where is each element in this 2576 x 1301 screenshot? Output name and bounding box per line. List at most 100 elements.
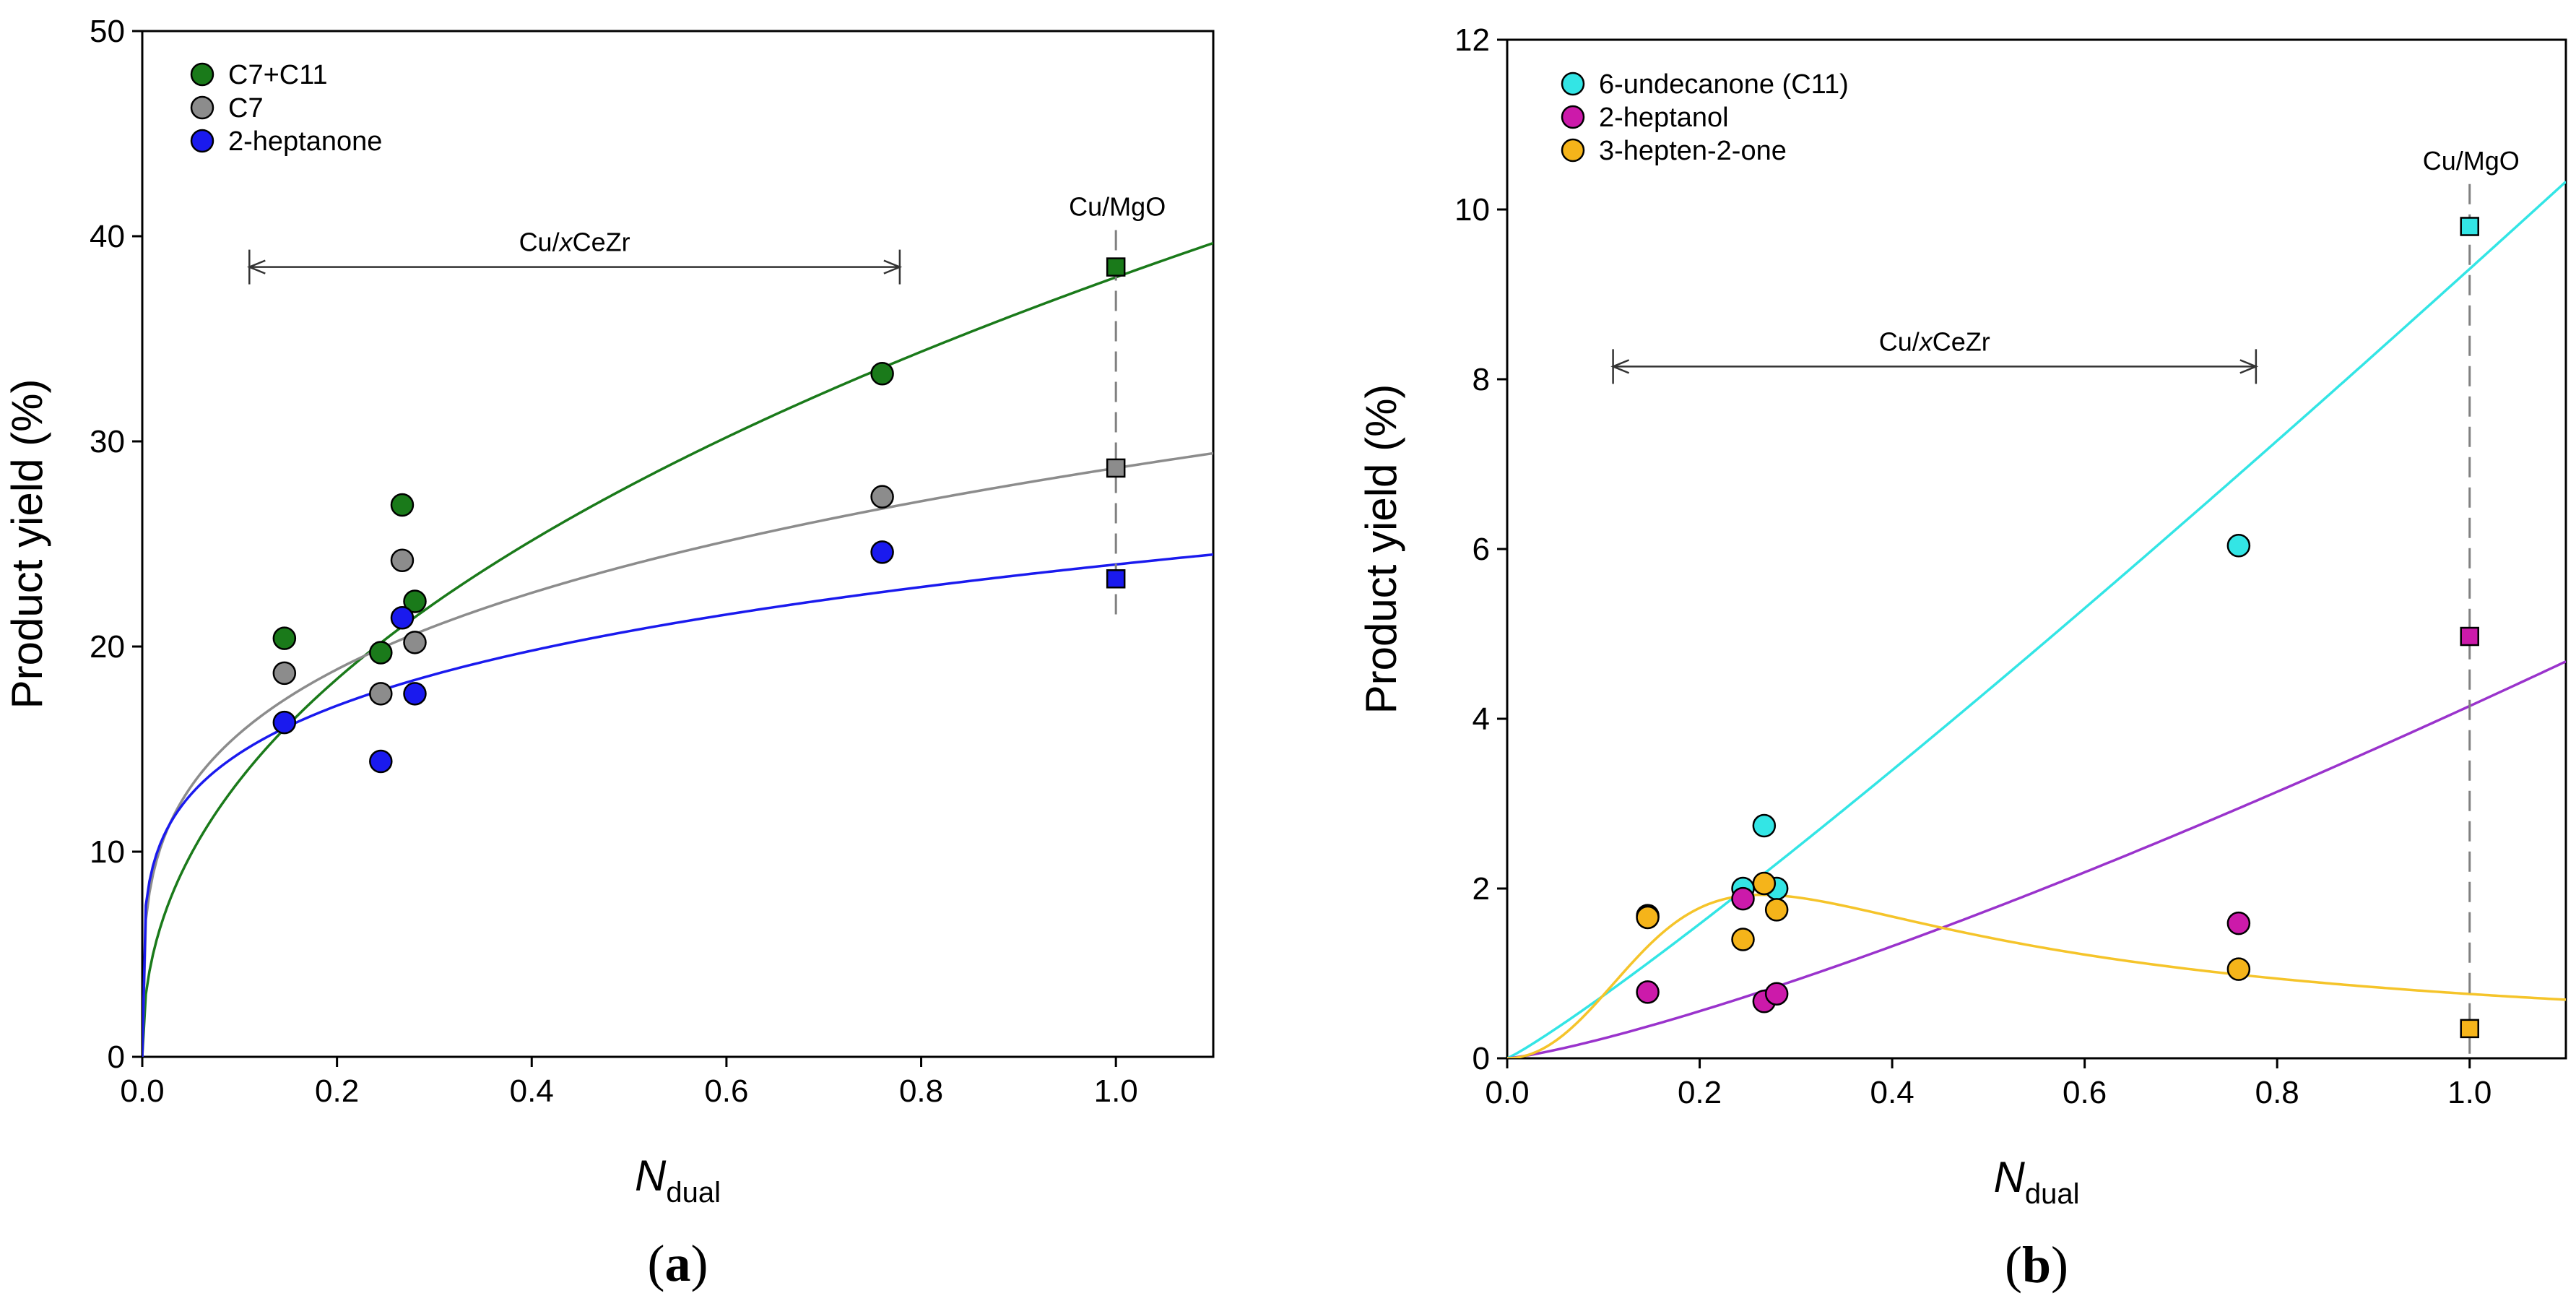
data-point-c7-c11 (272, 626, 297, 650)
panel-b-data-points (1636, 217, 2479, 1039)
chart-panel-b: 0.0 0.2 0.4 0.6 0.8 1.0 0 2 4 6 8 10 12 Product yield… (1357, 22, 2567, 1294)
panel-a-x-tick-label: 0.4 (510, 1073, 554, 1109)
panel-b-legend: 6-undecanone (C11)2-heptanol3-hepten-2-o… (1561, 69, 1849, 166)
data-point-c7 (390, 548, 415, 572)
panel-a-label: (a) (648, 1235, 708, 1292)
panel-a-y-tick-label: 30 (90, 424, 125, 459)
reference-point-2-heptanone (1106, 569, 1126, 589)
fit-line-c7-c11 (142, 241, 1213, 1057)
fit-line-c7 (142, 451, 1213, 1057)
data-point-c7-c11 (390, 493, 415, 517)
panel-a-y-axis-title: Product yield (%) (3, 379, 51, 709)
panel-b-label: (b) (2005, 1236, 2068, 1294)
panel-b-y-tick-label: 2 (1473, 871, 1490, 907)
data-point-c7 (369, 682, 393, 706)
panel-a-x-tick-label: 1.0 (1094, 1073, 1138, 1109)
panel-b-y-tick-label: 0 (1473, 1041, 1490, 1076)
legend-label-c7-c11: C7+C11 (228, 60, 328, 90)
panel-b-x-tick-label: 0.6 (2063, 1075, 2107, 1110)
panel-b-y-tick-label: 12 (1454, 22, 1490, 58)
legend-marker-6-undecanone-c11 (1561, 72, 1585, 96)
legend-marker-2-heptanone (190, 129, 214, 153)
data-point-2-heptanol (1731, 886, 1755, 911)
data-point-c7 (403, 631, 427, 654)
fit-line-2-heptanol (1507, 660, 2566, 1058)
data-point-3-hepten-2-one (2226, 957, 2251, 981)
panel-b-x-tick-label: 0.8 (2255, 1075, 2299, 1110)
panel-a-data-points (272, 257, 1126, 774)
legend-marker-3-hepten-2-one (1561, 138, 1585, 163)
data-point-c7 (870, 485, 894, 509)
panel-a-range-arrow-right-head (883, 259, 903, 275)
panel-b-x-tick-label: 0.4 (1870, 1075, 1914, 1110)
data-point-2-heptanol (1764, 982, 1789, 1006)
panel-b-x-tick-label: 0.2 (1678, 1075, 1722, 1110)
legend-marker-c7 (190, 95, 214, 120)
panel-a-plot-frame (141, 30, 1215, 1058)
fit-line-2-heptanone (142, 553, 1213, 1057)
panel-b-y-tick-label: 4 (1473, 701, 1490, 737)
panel-b-range-label: Cu/xCeZr (1879, 327, 1990, 356)
panel-a-y-tick-label: 40 (90, 219, 125, 254)
panel-a-y-tick-label: 10 (90, 834, 125, 870)
panel-b-y-tick-label: 8 (1473, 362, 1490, 397)
legend-label-c7: C7 (228, 93, 264, 124)
panel-b-x-tick-label: 0.0 (1485, 1075, 1529, 1110)
data-point-2-heptanone (870, 540, 894, 564)
data-point-c7 (272, 661, 297, 686)
reference-point-6-undecanone-c11 (2460, 217, 2479, 236)
panel-b-fit-curves (1507, 181, 2566, 1058)
data-point-6-undecanone-c11 (1752, 813, 1777, 838)
legend-label-2-heptanol: 2-heptanol (1599, 103, 1729, 133)
data-point-2-heptanone (390, 605, 415, 630)
data-point-3-hepten-2-one (1752, 871, 1777, 896)
legend-label-3-hepten-2-one: 3-hepten-2-one (1599, 136, 1787, 166)
panel-b-range-arrow-right-head (2239, 359, 2259, 374)
panel-a-y-tick-label: 0 (108, 1039, 125, 1075)
panel-b-y-axis-title: Product yield (%) (1357, 384, 1405, 714)
panel-a-x-tick-label: 0.8 (899, 1073, 943, 1109)
data-point-2-heptanone (272, 710, 297, 735)
panel-a-x-tick-label: 0.0 (120, 1073, 164, 1109)
panel-a-range-arrow-left-head (246, 259, 266, 275)
legend-label-6-undecanone-c11: 6-undecanone (C11) (1599, 69, 1849, 100)
panel-b-x-axis-title: Ndual (1994, 1153, 2080, 1210)
panel-b-plot-frame (1506, 38, 2567, 1060)
panel-a-range-label: Cu/xCeZr (519, 228, 630, 257)
fit-line-3-hepten-2-one (1507, 893, 2566, 1058)
panel-b-y-tick-label: 6 (1473, 532, 1490, 567)
panel-a-y-tick-label: 50 (90, 14, 125, 49)
panel-b-cu-mgo-label: Cu/MgO (2423, 146, 2520, 176)
data-point-2-heptanone (403, 682, 427, 706)
panel-b-range-arrow-left-head (1610, 359, 1630, 374)
legend-marker-2-heptanol (1561, 105, 1585, 129)
panel-a-x-tick-label: 0.2 (315, 1073, 359, 1109)
reference-point-3-hepten-2-one (2460, 1019, 2479, 1039)
data-point-3-hepten-2-one (1636, 905, 1660, 930)
panel-b-x-tick-label: 1.0 (2447, 1075, 2492, 1110)
data-point-c7-c11 (870, 362, 894, 386)
data-point-2-heptanol (2226, 911, 2251, 935)
fit-line-6-undecanone-c11 (1507, 181, 2566, 1058)
reference-point-c7-c11 (1106, 257, 1126, 277)
data-point-c7-c11 (369, 641, 393, 665)
panel-b-y-tick-label: 10 (1454, 192, 1490, 228)
data-point-2-heptanone (369, 749, 393, 774)
panel-a-cu-mgo-label: Cu/MgO (1069, 191, 1166, 221)
data-point-c7-c11 (403, 589, 427, 613)
legend-marker-c7-c11 (190, 62, 214, 87)
panel-a-y-tick-label: 20 (90, 629, 125, 665)
data-point-2-heptanol (1636, 980, 1660, 1004)
legend-label-2-heptanone: 2-heptanone (228, 126, 382, 157)
chart-panel-a: 0.0 0.2 0.4 0.6 0.8 1.0 0 10 20 30 40 50 Product yie… (3, 14, 1215, 1292)
data-point-3-hepten-2-one (1764, 898, 1789, 922)
reference-point-c7 (1106, 458, 1126, 478)
panel-a-x-axis-title: Ndual (635, 1151, 721, 1209)
data-point-6-undecanone-c11 (2226, 534, 2251, 558)
panel-a-fit-curves (142, 241, 1213, 1057)
panel-a-x-tick-label: 0.6 (704, 1073, 748, 1109)
data-point-3-hepten-2-one (1731, 928, 1755, 951)
reference-point-2-heptanol (2460, 626, 2479, 647)
